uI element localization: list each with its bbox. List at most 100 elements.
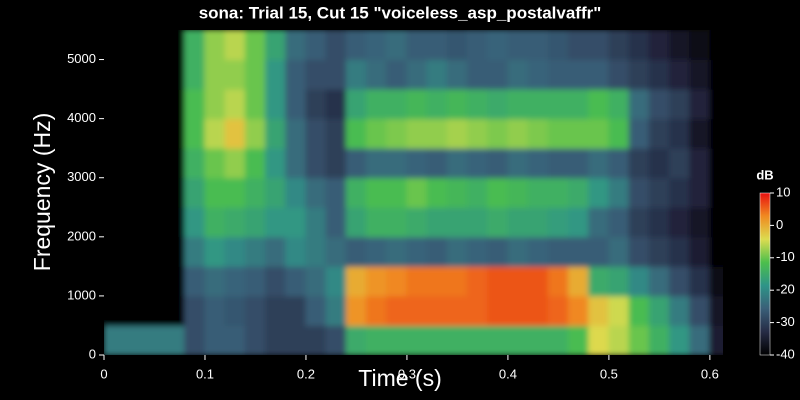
- heatmap-cell: [204, 206, 226, 238]
- heatmap-cell: [184, 118, 206, 149]
- heatmap-cell: [628, 236, 650, 267]
- heatmap-cell: [588, 324, 610, 355]
- heatmap: [104, 30, 723, 355]
- heatmap-cell: [446, 206, 469, 238]
- heatmap-cell: [366, 236, 388, 267]
- heatmap-cell: [305, 236, 327, 267]
- heatmap-cell: [426, 295, 448, 326]
- heatmap-cell: [366, 30, 388, 61]
- heatmap-cell: [487, 265, 509, 297]
- heatmap-cell: [426, 177, 448, 208]
- heatmap-cell: [709, 295, 723, 326]
- heatmap-cell: [527, 265, 549, 297]
- heatmap-cell: [487, 147, 509, 179]
- heatmap-cell: [507, 147, 529, 179]
- heatmap-cell: [204, 324, 226, 355]
- heatmap-cell: [547, 177, 570, 208]
- heatmap-cell: [164, 59, 186, 90]
- heatmap-cell: [426, 59, 448, 90]
- heatmap-cell: [224, 59, 246, 90]
- heatmap-cell: [527, 324, 549, 355]
- heatmap-cell: [648, 177, 670, 208]
- heatmap-cell: [184, 236, 206, 267]
- heatmap-cell: [204, 30, 226, 61]
- heatmap-cell: [224, 147, 246, 179]
- heatmap-cell: [164, 118, 186, 149]
- heatmap-cell: [406, 265, 428, 297]
- heatmap-cell: [426, 30, 448, 61]
- heatmap-cell: [668, 118, 691, 149]
- heatmap-cell: [608, 59, 630, 90]
- heatmap-cell: [668, 295, 691, 326]
- heatmap-cell: [648, 236, 670, 267]
- heatmap-cell: [547, 265, 570, 297]
- heatmap-cell: [204, 59, 226, 90]
- x-axis-label: Time (s): [358, 365, 441, 391]
- heatmap-cell: [244, 88, 267, 120]
- y-axis-label: Frequency (Hz): [29, 113, 55, 271]
- heatmap-cell: [386, 295, 408, 326]
- heatmap-cell: [325, 30, 347, 61]
- heatmap-cell: [325, 265, 347, 297]
- heatmap-cell: [709, 265, 723, 297]
- heatmap-cell: [265, 30, 287, 61]
- heatmap-cell: [487, 30, 509, 61]
- heatmap-cell: [406, 177, 428, 208]
- heatmap-cell: [507, 295, 529, 326]
- heatmap-cell: [668, 147, 691, 179]
- heatmap-cell: [244, 59, 267, 90]
- x-tick-label: 0.5: [600, 366, 618, 381]
- heatmap-cell: [184, 206, 206, 238]
- heatmap-cell: [305, 265, 327, 297]
- heatmap-cell: [244, 324, 267, 355]
- heatmap-cell: [325, 118, 347, 149]
- heatmap-cell: [406, 236, 428, 267]
- heatmap-cell: [406, 118, 428, 149]
- heatmap-cell: [285, 295, 307, 326]
- colorbar: [759, 192, 771, 356]
- heatmap-cell: [386, 206, 408, 238]
- heatmap-cell: [204, 265, 226, 297]
- colorbar-tick-label: 10: [776, 184, 790, 199]
- heatmap-cell: [689, 59, 711, 90]
- heatmap-cell: [668, 236, 691, 267]
- heatmap-cell: [467, 147, 489, 179]
- heatmap-cell: [184, 265, 206, 297]
- heatmap-cell: [104, 147, 125, 179]
- heatmap-cell: [325, 236, 347, 267]
- heatmap-cell: [628, 265, 650, 297]
- heatmap-cell: [628, 88, 650, 120]
- heatmap-cell: [386, 236, 408, 267]
- heatmap-cell: [305, 324, 327, 355]
- heatmap-cell: [507, 324, 529, 355]
- heatmap-cell: [366, 177, 388, 208]
- heatmap-cell: [689, 30, 711, 61]
- heatmap-cell: [204, 236, 226, 267]
- heatmap-cell: [184, 295, 206, 326]
- x-tick-label: 0.3: [398, 366, 416, 381]
- heatmap-cell: [628, 177, 650, 208]
- chart-title: sona: Trial 15, Cut 15 "voiceless_asp_po…: [199, 3, 602, 22]
- heatmap-cell: [446, 147, 469, 179]
- heatmap-cell: [668, 30, 691, 61]
- heatmap-cell: [386, 88, 408, 120]
- heatmap-cell: [648, 295, 670, 326]
- heatmap-cell: [568, 324, 590, 355]
- heatmap-cell: [386, 30, 408, 61]
- heatmap-cell: [224, 265, 246, 297]
- heatmap-cell: [285, 177, 307, 208]
- heatmap-cell: [446, 88, 469, 120]
- heatmap-cell: [547, 118, 570, 149]
- heatmap-cell: [487, 295, 509, 326]
- colorbar-tick-label: 0: [776, 217, 783, 232]
- heatmap-cell: [568, 118, 590, 149]
- heatmap-cell: [265, 147, 287, 179]
- heatmap-cell: [628, 324, 650, 355]
- heatmap-cell: [285, 236, 307, 267]
- heatmap-cell: [224, 118, 246, 149]
- heatmap-cell: [164, 295, 186, 326]
- heatmap-cell: [143, 59, 166, 90]
- heatmap-cell: [204, 295, 226, 326]
- heatmap-cell: [305, 295, 327, 326]
